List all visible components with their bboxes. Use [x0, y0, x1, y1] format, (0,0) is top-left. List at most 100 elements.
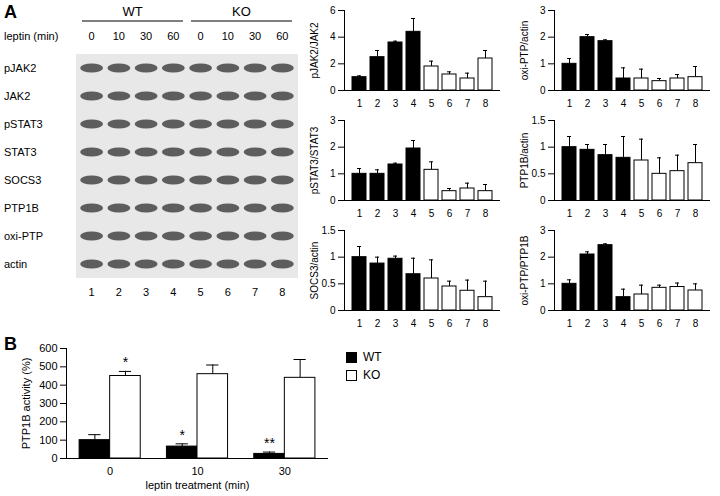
svg-text:1: 1 [567, 318, 573, 329]
svg-text:oxi-PTP/PTP1B: oxi-PTP/PTP1B [519, 235, 530, 305]
svg-text:1: 1 [540, 278, 546, 289]
svg-text:KO: KO [232, 4, 251, 19]
svg-text:3: 3 [143, 286, 149, 298]
svg-text:2: 2 [585, 208, 591, 219]
svg-text:10: 10 [222, 30, 234, 42]
svg-text:2: 2 [375, 98, 381, 109]
svg-text:5: 5 [639, 318, 645, 329]
svg-text:7: 7 [675, 208, 681, 219]
svg-text:8: 8 [693, 318, 699, 329]
svg-text:5: 5 [639, 98, 645, 109]
svg-text:600: 600 [39, 342, 57, 354]
svg-text:300: 300 [39, 397, 57, 409]
svg-text:6: 6 [657, 208, 663, 219]
svg-text:*: * [123, 354, 129, 370]
svg-text:0: 0 [51, 452, 57, 464]
svg-text:5: 5 [429, 98, 435, 109]
svg-text:PTP1B: PTP1B [4, 202, 39, 214]
svg-text:4: 4 [621, 318, 627, 329]
svg-text:1: 1 [357, 318, 363, 329]
svg-text:6: 6 [447, 208, 453, 219]
svg-text:0: 0 [540, 195, 546, 206]
svg-text:7: 7 [465, 318, 471, 329]
svg-text:0: 0 [330, 195, 336, 206]
svg-text:30: 30 [249, 30, 261, 42]
svg-text:500: 500 [39, 360, 57, 372]
svg-text:60: 60 [167, 30, 179, 42]
svg-text:2: 2 [330, 58, 336, 69]
svg-text:4: 4 [411, 208, 417, 219]
svg-text:0: 0 [330, 305, 336, 316]
svg-text:SOCS3/actin: SOCS3/actin [309, 242, 320, 300]
svg-text:30: 30 [279, 465, 291, 477]
svg-text:2: 2 [585, 98, 591, 109]
svg-text:1: 1 [540, 58, 546, 69]
svg-text:1: 1 [567, 208, 573, 219]
svg-text:7: 7 [252, 286, 258, 298]
svg-text:0: 0 [540, 85, 546, 96]
svg-text:8: 8 [483, 318, 489, 329]
svg-text:0: 0 [107, 465, 113, 477]
svg-text:pSTAT3: pSTAT3 [4, 118, 43, 130]
svg-text:leptin (min): leptin (min) [4, 30, 58, 42]
svg-text:100: 100 [39, 434, 57, 446]
svg-text:2: 2 [116, 286, 122, 298]
svg-text:6: 6 [330, 5, 336, 16]
svg-text:1: 1 [330, 251, 336, 262]
svg-text:60: 60 [276, 30, 288, 42]
svg-text:2: 2 [540, 31, 546, 42]
svg-text:1: 1 [330, 168, 336, 179]
svg-text:5: 5 [429, 208, 435, 219]
svg-text:2: 2 [375, 208, 381, 219]
svg-text:0: 0 [540, 305, 546, 316]
svg-text:8: 8 [279, 286, 285, 298]
svg-text:0: 0 [89, 30, 95, 42]
svg-text:3: 3 [603, 208, 609, 219]
svg-text:4: 4 [621, 98, 627, 109]
svg-text:1: 1 [567, 98, 573, 109]
svg-text:3: 3 [393, 318, 399, 329]
svg-text:STAT3: STAT3 [4, 146, 37, 158]
svg-text:2: 2 [330, 141, 336, 152]
svg-text:2: 2 [375, 318, 381, 329]
svg-text:6: 6 [225, 286, 231, 298]
svg-text:0.5: 0.5 [532, 168, 546, 179]
svg-text:6: 6 [657, 98, 663, 109]
svg-text:3: 3 [330, 115, 336, 126]
svg-text:10: 10 [113, 30, 125, 42]
svg-text:200: 200 [39, 415, 57, 427]
svg-text:pJAK2/JAK2: pJAK2/JAK2 [309, 22, 320, 79]
svg-text:oxi-PTP: oxi-PTP [4, 230, 43, 242]
svg-text:SOCS3: SOCS3 [4, 174, 41, 186]
svg-text:7: 7 [465, 98, 471, 109]
svg-text:PTP1B/actin: PTP1B/actin [519, 133, 530, 189]
svg-text:1.5: 1.5 [532, 115, 546, 126]
svg-text:4: 4 [621, 208, 627, 219]
svg-text:30: 30 [140, 30, 152, 42]
svg-text:**: ** [264, 435, 275, 451]
svg-text:leptin treatment (min): leptin treatment (min) [146, 479, 250, 491]
svg-text:3: 3 [393, 98, 399, 109]
svg-text:0.5: 0.5 [322, 278, 336, 289]
svg-text:3: 3 [540, 225, 546, 236]
svg-text:5: 5 [198, 286, 204, 298]
svg-text:3: 3 [393, 208, 399, 219]
svg-text:5: 5 [639, 208, 645, 219]
svg-text:8: 8 [693, 98, 699, 109]
svg-text:0: 0 [198, 30, 204, 42]
svg-text:6: 6 [447, 98, 453, 109]
svg-text:3: 3 [603, 98, 609, 109]
svg-text:4: 4 [411, 318, 417, 329]
svg-text:6: 6 [447, 318, 453, 329]
svg-text:pJAK2: pJAK2 [4, 62, 36, 74]
svg-text:3: 3 [540, 5, 546, 16]
svg-text:10: 10 [191, 465, 203, 477]
svg-text:1: 1 [357, 98, 363, 109]
svg-text:JAK2: JAK2 [4, 90, 30, 102]
svg-text:4: 4 [330, 31, 336, 42]
svg-text:7: 7 [465, 208, 471, 219]
svg-text:2: 2 [540, 251, 546, 262]
svg-text:*: * [179, 427, 185, 443]
svg-text:4: 4 [170, 286, 176, 298]
svg-text:400: 400 [39, 379, 57, 391]
